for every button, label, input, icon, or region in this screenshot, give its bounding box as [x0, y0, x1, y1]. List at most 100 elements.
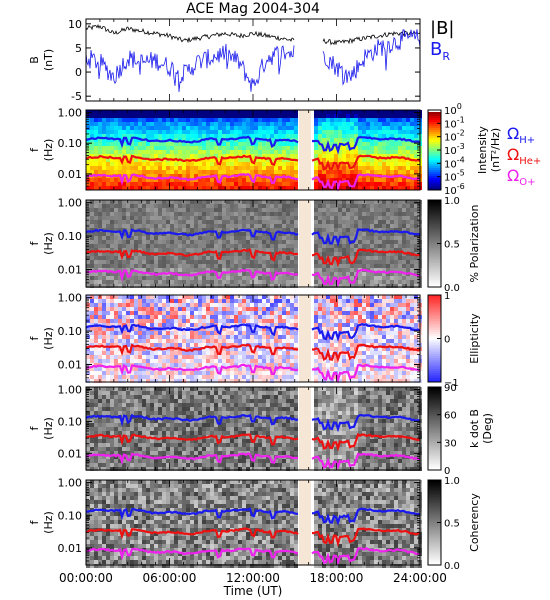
gyro-line-h: [85, 135, 421, 155]
y-axis-label: f: [28, 335, 41, 340]
y-tick-label: 0.01: [58, 359, 83, 372]
colorbar-tick-label: 1: [444, 291, 450, 302]
y-tick-label: 0.01: [58, 264, 83, 277]
chart-title: ACE Mag 2004-304: [186, 1, 320, 17]
y-axis-unit: (Hz): [42, 327, 55, 350]
gyro-line-h: [85, 323, 421, 342]
gyro-line-he: [85, 432, 421, 452]
colorbar-tick-label: 0.5: [444, 240, 460, 251]
y-axis-unit: (nT): [42, 49, 55, 71]
panel-b-field: 10 5 0 -5 B (nT) |B|BR: [28, 18, 454, 103]
y-axis-unit: (Hz): [42, 511, 55, 534]
legend-gyro-h: ΩH+: [507, 124, 535, 146]
legend-gyro-he: ΩHe+: [507, 145, 541, 167]
y-axis-unit: (Hz): [42, 232, 55, 255]
colorbar-tick-label: 0: [444, 466, 450, 477]
x-tick-label: 06:00:00: [143, 571, 197, 585]
colorbar-frame: [427, 386, 442, 471]
gyro-line-o: [85, 268, 421, 288]
y-tick-label: 0.01: [58, 542, 83, 555]
colorbar-tick-label: 90: [444, 383, 457, 394]
panel-k-dot-b: 1.00 0.10 0.01 f (Hz) 90 60 30 0 k dot B (Deg): [28, 383, 494, 477]
y-tick-label: 1.00: [58, 292, 83, 305]
y-tick-label: 1.00: [58, 106, 83, 119]
panel-coherency: 1.00 0.10 0.01 f (Hz) 1.0 0.5 0.0 Coherency: [28, 476, 481, 572]
y-axis-label: f: [28, 147, 41, 152]
colorbar: 90 60 30 0 k dot B (Deg): [427, 383, 494, 477]
colorbar-tick-label: 1.0: [444, 196, 460, 207]
gyro-line-o: [85, 363, 421, 384]
colorbar-tick-label: −1: [444, 378, 459, 389]
data-gap: [299, 110, 311, 190]
colorbar-unit: (nT²/Hz): [489, 128, 502, 172]
colorbar-tick-label: 0: [444, 335, 450, 346]
colorbar-tick-label: 1.0: [444, 476, 460, 487]
y-axis-unit: (Hz): [42, 417, 55, 440]
colorbar: 1 0 −1 Ellipticity: [427, 291, 481, 389]
gyro-line-he: [85, 154, 421, 172]
y-tick-label: 0.10: [58, 230, 83, 243]
gyro-line-h: [85, 228, 421, 248]
gyro-line-h: [85, 413, 421, 433]
colorbar-unit: (Deg): [481, 413, 494, 444]
y-tick-label: 0.10: [58, 137, 83, 150]
colorbar-tick-label: 0.0: [444, 561, 460, 572]
y-tick-label: 0.01: [58, 447, 83, 460]
panel-intensity: 1.000.100.01f (Hz)10010-110-210-310-410-5…: [28, 102, 541, 197]
colorbar-tick-label: 10-6: [444, 182, 465, 197]
x-tick-label: 24:00:00: [393, 571, 447, 585]
colorbar-tick-label: 0.5: [444, 519, 460, 530]
legend-gyro-o: ΩO+: [507, 166, 535, 188]
y-axis-label: f: [28, 240, 41, 245]
data-gap: [299, 295, 311, 382]
y-axis-label: f: [28, 519, 41, 524]
y-tick-label: 0.01: [58, 168, 83, 181]
series-line-b-radial: [85, 29, 421, 92]
x-tick-label: 00:00:00: [59, 571, 113, 585]
x-axis-label: Time (UT): [223, 584, 283, 598]
y-tick-label: -5: [71, 90, 82, 103]
data-gap: [299, 387, 311, 470]
y-axis-label: B: [28, 56, 41, 64]
colorbar-label: Coherency: [468, 493, 481, 552]
y-tick-label: 0.10: [58, 325, 83, 338]
y-axis-unit: (Hz): [42, 139, 55, 162]
heatmap-cells: [86, 110, 422, 190]
colorbar-tick-label: 60: [444, 411, 457, 422]
colorbar-label: k dot B: [468, 409, 481, 448]
gyro-line-o: [85, 546, 421, 566]
x-axis: 00:00:00 06:00:00 12:00:00 18:00:00 24:00:00: [59, 19, 447, 585]
y-tick-label: 0.10: [58, 415, 83, 428]
legend-b-radial: BR: [430, 39, 450, 63]
x-tick-label: 18:00:00: [310, 571, 364, 585]
y-axis-label: f: [28, 425, 41, 430]
data-gap: [299, 480, 311, 565]
colorbar-label: Intensity: [476, 126, 489, 174]
gyro-line-he: [85, 527, 421, 548]
gyro-line-he: [85, 343, 421, 363]
gyro-line-he: [85, 248, 421, 268]
heatmap-cells: [86, 200, 422, 288]
colorbar-label: Ellipticity: [468, 313, 481, 364]
y-tick-label: 1.00: [58, 477, 83, 490]
colorbar-tick-label: 0.0: [444, 283, 460, 294]
gyro-line-h: [85, 507, 421, 526]
series-line-b-magnitude: [85, 23, 421, 46]
x-tick-label: 12:00:00: [226, 571, 280, 585]
gyro-line-o: [85, 452, 421, 470]
colorbar-label: % Polarization: [468, 205, 481, 283]
plot-area: [86, 19, 420, 101]
panel-ellipticity: 1.00 0.10 0.01 f (Hz) 1 0 −1 Ellipticity: [28, 291, 481, 389]
y-tick-label: 1.00: [58, 197, 83, 210]
gyro-line-o: [85, 172, 421, 193]
colorbar-tick-label: 30: [444, 438, 457, 449]
y-tick-label: 0: [75, 66, 82, 79]
y-tick-label: 1.00: [58, 384, 83, 397]
colorbar: 1.0 0.5 0.0 % Polarization: [427, 196, 481, 294]
colorbar: 1.0 0.5 0.0 Coherency: [427, 476, 481, 572]
y-tick-label: 5: [75, 42, 82, 55]
y-tick-label: 0.10: [58, 509, 83, 522]
